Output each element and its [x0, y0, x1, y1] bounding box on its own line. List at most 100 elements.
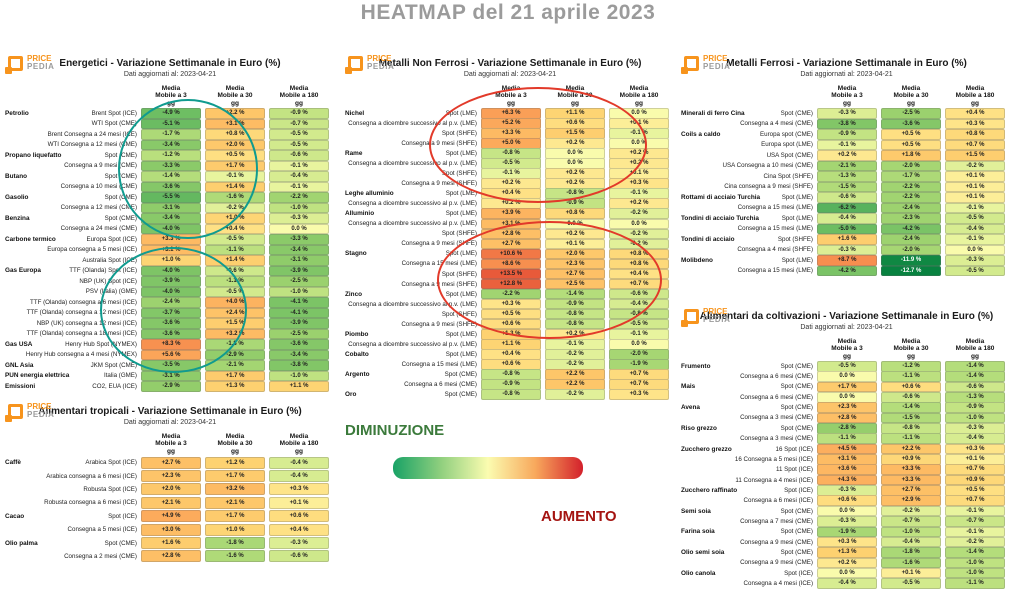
row-item-label: Spot (CME)	[104, 172, 137, 180]
column-header-0: Media Mobile a 3 gg	[495, 84, 527, 108]
table-row: Carbone termico Europa Spot (ICE) +3.3 % -0…	[5, 234, 335, 245]
row-label: Mais Spot (CME)	[681, 383, 813, 390]
column-header-1: Media Mobile a 30 gg	[557, 84, 593, 108]
row-item-label: Australia Spot (ICE)	[82, 256, 137, 264]
row-label: Spot (SHFE)	[345, 230, 477, 237]
table-row: Consegna a 9 mesi (SHFE) +5.0 % +0.2 % 0.0 …	[345, 138, 675, 149]
row-item-label: NBP (UK) Spot (ICE)	[79, 277, 137, 285]
row-label: Consegna a 3 mesi (CME)	[681, 435, 813, 442]
row-label: Rottami di acciaio Turchia Spot (LME)	[681, 194, 813, 201]
row-item-label: Consegna a 9 mesi (CME)	[64, 162, 137, 170]
heat-cell: +0.8 %	[609, 248, 669, 260]
heat-cell: -0.2 %	[545, 359, 605, 370]
row-label: Spot (SHFE)	[345, 170, 477, 177]
row-label: Brent Consegna a 24 mesi (ICE)	[5, 131, 137, 138]
row-item-label: Spot (LME)	[445, 109, 477, 117]
row-item-label: Spot (CME)	[780, 548, 813, 556]
row-group-label: Carbone termico	[5, 235, 56, 243]
pricepedia-logo-icon	[5, 403, 23, 422]
heat-cell: -1.1 %	[881, 433, 941, 444]
heat-cell: -3.6 %	[881, 118, 941, 129]
heat-cell: +2.4 %	[205, 307, 265, 318]
heat-cell: 0.0 %	[817, 505, 877, 517]
row-item-label: Spot (CME)	[104, 193, 137, 201]
table-row: Avena Spot (CME) +2.3 % -1.4 % -0.9 %	[681, 402, 1012, 413]
table-row: Consegna a 15 mesi (LME) +0.6 % -0.2 % -1.9…	[345, 359, 675, 370]
heat-cell: -0.6 %	[205, 265, 265, 276]
row-item-label: Consegna a dicembre successivo al p.v. (…	[348, 300, 477, 308]
heat-cell: +0.2 %	[609, 148, 669, 159]
row-label: Consegna a 9 mesi (SHFE)	[345, 240, 477, 247]
heat-cell: 0.0 %	[817, 392, 877, 403]
row-item-label: Spot (SHFE)	[441, 230, 477, 238]
row-label: Consegna a 9 mesi (SHFE)	[345, 180, 477, 187]
row-label: Semi soia Spot (CME)	[681, 508, 813, 515]
heat-cell: +4.0 %	[205, 297, 265, 308]
row-item-label: Consegna a 3 mesi (CME)	[740, 435, 813, 443]
row-label: Caffè Arabica Spot (ICE)	[5, 459, 137, 466]
heat-cell: +0.1 %	[945, 192, 1005, 203]
heat-cell: -2.3 %	[881, 213, 941, 224]
heat-cell: +0.4 %	[609, 268, 669, 280]
row-item-label: Consegna a 12 mesi (CME)	[60, 204, 137, 212]
row-item-label: Spot (CME)	[780, 383, 813, 391]
heat-cell: 0.0 %	[609, 108, 669, 119]
row-label: Propano liquefatto Spot (CME)	[5, 152, 137, 159]
heat-cell: -0.7 %	[881, 516, 941, 527]
row-label: PUN energia elettrica Italia (GME)	[5, 372, 137, 379]
row-label: Consegna a 15 mesi (LME)	[681, 204, 813, 211]
heat-cell: +0.2 %	[817, 557, 877, 569]
row-label: 16 Consegna a 5 mesi (ICE)	[681, 456, 813, 463]
row-label: Spot (SHFE)	[345, 130, 477, 137]
legend-decrease-label: DIMINUZIONE	[345, 422, 445, 439]
row-label: Consegna a 15 mesi (LME)	[681, 225, 813, 232]
heat-cell: -2.2 %	[481, 288, 541, 300]
row-group-label: Riso grezzo	[681, 424, 717, 432]
panel-subtitle: Dati aggiornati al: 2023-04-21	[800, 324, 893, 331]
heat-cell: -0.1 %	[945, 202, 1005, 213]
table-row: Mais Spot (CME) +1.7 % +0.6 % -0.6 %	[681, 381, 1012, 393]
heat-cell: -0.6 %	[609, 288, 669, 300]
heat-cell: -1.7 %	[141, 129, 201, 140]
row-item-label: Cina consegna a 9 mesi (SHFE)	[724, 183, 813, 191]
row-label: Stagno Spot (LME)	[345, 250, 477, 257]
row-label: Frumento Spot (CME)	[681, 363, 813, 370]
row-group-label: Oro	[345, 391, 357, 399]
row-label: Henry Hub consegna a 4 mesi (NYMEX)	[5, 351, 137, 358]
heat-cell: +1.3 %	[205, 381, 265, 392]
heat-cell: +1.4 %	[205, 181, 265, 192]
row-label: Olio palma Spot (CME)	[5, 540, 137, 547]
heat-cell: -3.3 %	[141, 160, 201, 171]
heat-cell: +1.3 %	[817, 547, 877, 558]
row-label: TTF (Olanda) consegna a 18 mesi (ICE)	[5, 330, 137, 337]
heat-cell: -1.8 %	[205, 537, 265, 550]
heat-cell: -1.4 %	[881, 402, 941, 413]
row-item-label: Europa spot (CME)	[760, 130, 813, 138]
row-item-label: Spot (LME)	[781, 214, 813, 222]
column-header-2: Media Mobile a 180 gg	[279, 432, 319, 456]
heat-cell: -1.8 %	[881, 547, 941, 558]
heat-cell: +0.6 %	[817, 495, 877, 506]
heat-cell: -0.1 %	[269, 181, 329, 192]
row-item-label: Spot (CME)	[104, 214, 137, 222]
heat-cell: +5.0 %	[481, 138, 541, 149]
heat-cell: -1.5 %	[881, 412, 941, 424]
heat-cell: +0.5 %	[205, 150, 265, 161]
row-item-label: TTF (Olanda) consegna a 6 mesi (ICE)	[30, 298, 137, 306]
column-header-0: Media Mobile a 3 gg	[831, 84, 863, 108]
heat-cell: +2.8 %	[481, 228, 541, 240]
row-item-label: Spot (LME)	[445, 190, 477, 198]
heat-cell: -4.2 %	[817, 265, 877, 276]
heat-cell: -2.4 %	[881, 234, 941, 245]
row-label: Benzina Spot (CME)	[5, 215, 137, 222]
row-item-label: 16 Consegna a 5 mesi (ICE)	[734, 455, 813, 463]
row-label: Rame Spot (LME)	[345, 150, 477, 157]
heat-cell: -3.6 %	[269, 339, 329, 350]
row-label: Consegna a 12 mesi (CME)	[5, 204, 137, 211]
row-group-label: Gasolio	[5, 193, 29, 201]
row-label: Consegna a 9 mesi (CME)	[681, 539, 813, 546]
heat-cell: -0.3 %	[817, 516, 877, 527]
column-headers: Media Mobile a 3 gg Media Mobile a 30 gg Media…	[5, 432, 335, 456]
row-label: Consegna a 9 mesi (CME)	[681, 559, 813, 566]
table-row: NBP (UK) Spot (ICE) -3.9 % -1.1 % -2.5 %	[5, 276, 335, 287]
